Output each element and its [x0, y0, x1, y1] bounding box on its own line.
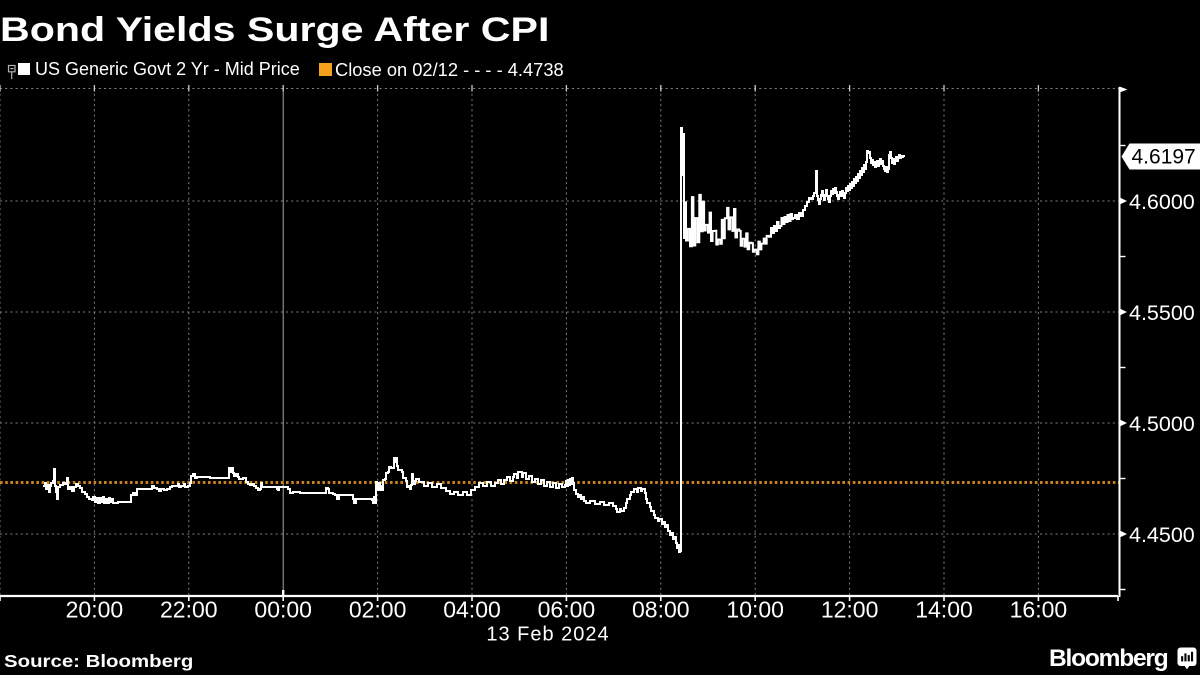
svg-text:00:00: 00:00 [254, 597, 312, 623]
svg-text:02:00: 02:00 [349, 597, 407, 623]
svg-text:13 Feb 2024: 13 Feb 2024 [486, 624, 609, 646]
svg-text:06:00: 06:00 [538, 597, 596, 623]
svg-text:04:00: 04:00 [443, 597, 501, 623]
svg-text:16:00: 16:00 [1010, 597, 1068, 623]
svg-text:14:00: 14:00 [915, 597, 973, 623]
svg-text:4.5500: 4.5500 [1129, 301, 1195, 325]
svg-text:4.5000: 4.5000 [1129, 412, 1195, 436]
svg-text:08:00: 08:00 [632, 597, 690, 623]
svg-text:12:00: 12:00 [821, 597, 879, 623]
svg-text:4.6000: 4.6000 [1129, 190, 1195, 214]
svg-text:4.6197: 4.6197 [1132, 146, 1196, 169]
svg-text:20:00: 20:00 [66, 597, 124, 623]
svg-text:4.4500: 4.4500 [1129, 523, 1195, 547]
svg-text:10:00: 10:00 [726, 597, 784, 623]
svg-text:22:00: 22:00 [160, 597, 218, 623]
